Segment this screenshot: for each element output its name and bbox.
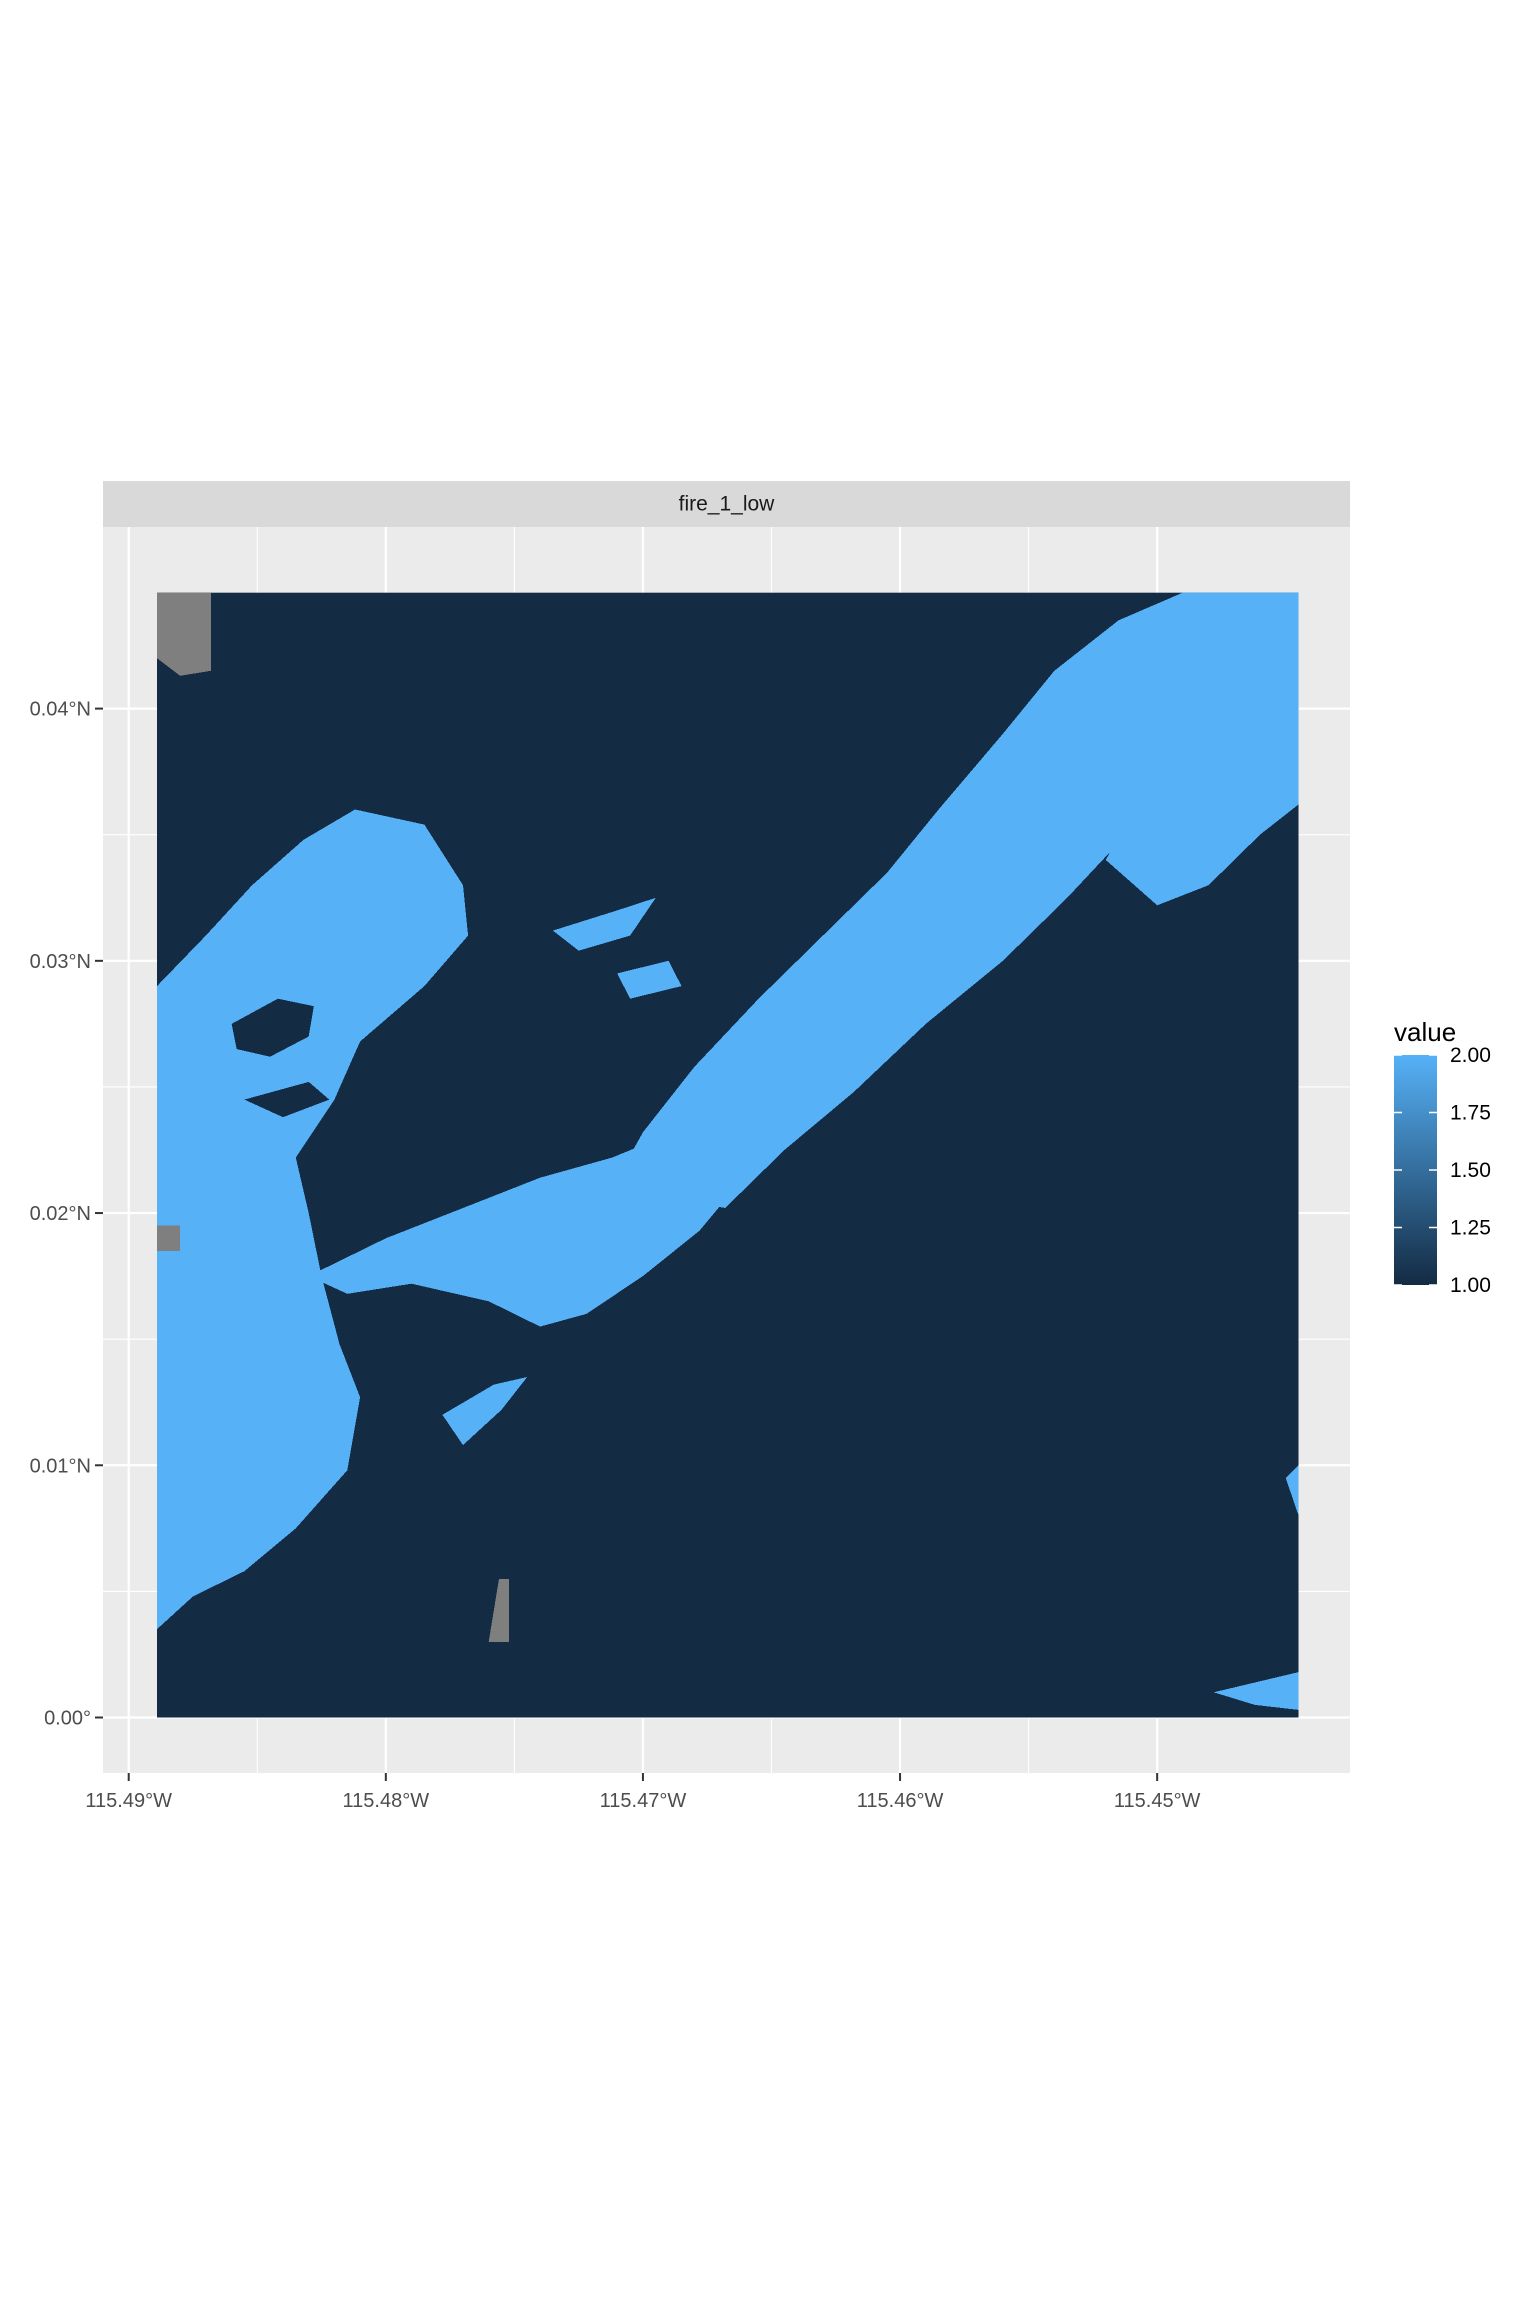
legend-ticks: 2.00 1.75 1.50 1.25 1.00 (1394, 1044, 1491, 1297)
raster-region-southeast-corner (1213, 1672, 1299, 1710)
legend-label-2: 1.50 (1450, 1159, 1491, 1182)
legend-label-4: 1.00 (1450, 1274, 1491, 1297)
raster-region-small-north-patch-2 (617, 960, 682, 999)
raster-region-north-ridge (612, 592, 1299, 1208)
y-axis: 0.00° 0.01°N 0.02°N 0.03°N 0.04°N (30, 699, 103, 1730)
raster-hole-west-hole-2 (244, 1081, 330, 1118)
legend-label-3: 1.25 (1450, 1217, 1491, 1240)
raster-region-small-north-patch (552, 897, 656, 951)
x-axis: 115.49°W 115.48°W 115.47°W 115.46°W 115.45°W (85, 1773, 1201, 1812)
x-tick-label-4: 115.45°W (1114, 1790, 1201, 1812)
x-tick-label-0: 115.49°W (85, 1790, 172, 1812)
raster-na-top-left-na (157, 592, 211, 676)
raster-layer (156, 592, 1299, 1718)
y-tick-label-2: 0.02°N (30, 1203, 91, 1225)
raster-region-lower-middle-blob (442, 1377, 528, 1446)
legend-title: value (1394, 1017, 1456, 1047)
x-tick-label-1: 115.48°W (343, 1790, 430, 1812)
y-tick-label-0: 0.00° (44, 1708, 91, 1730)
facet-strip (103, 481, 1350, 527)
legend-label-1: 1.75 (1450, 1102, 1491, 1125)
raster-hole-west-hole-1 (231, 998, 314, 1057)
y-tick-label-4: 0.04°N (30, 699, 91, 721)
raster-region-west-band (157, 809, 469, 1630)
raster-region-east-ridge (1105, 592, 1299, 906)
legend-label-0: 2.00 (1450, 1044, 1491, 1067)
raster-region-east-edge-bits (1285, 1465, 1299, 1516)
raster-na-left-edge-na (157, 1225, 181, 1251)
x-tick-label-3: 115.46°W (857, 1790, 944, 1812)
y-tick-label-1: 0.01°N (30, 1455, 91, 1477)
y-tick-label-3: 0.03°N (30, 951, 91, 973)
facet-title: fire_1_low (679, 493, 776, 516)
legend: value 2.00 1.75 1.50 1.25 1.00 (1394, 1017, 1491, 1297)
x-tick-label-2: 115.47°W (600, 1790, 687, 1812)
raster-hole-west-hole-3 (347, 1187, 438, 1226)
raster-na-bottom-na (488, 1578, 510, 1642)
